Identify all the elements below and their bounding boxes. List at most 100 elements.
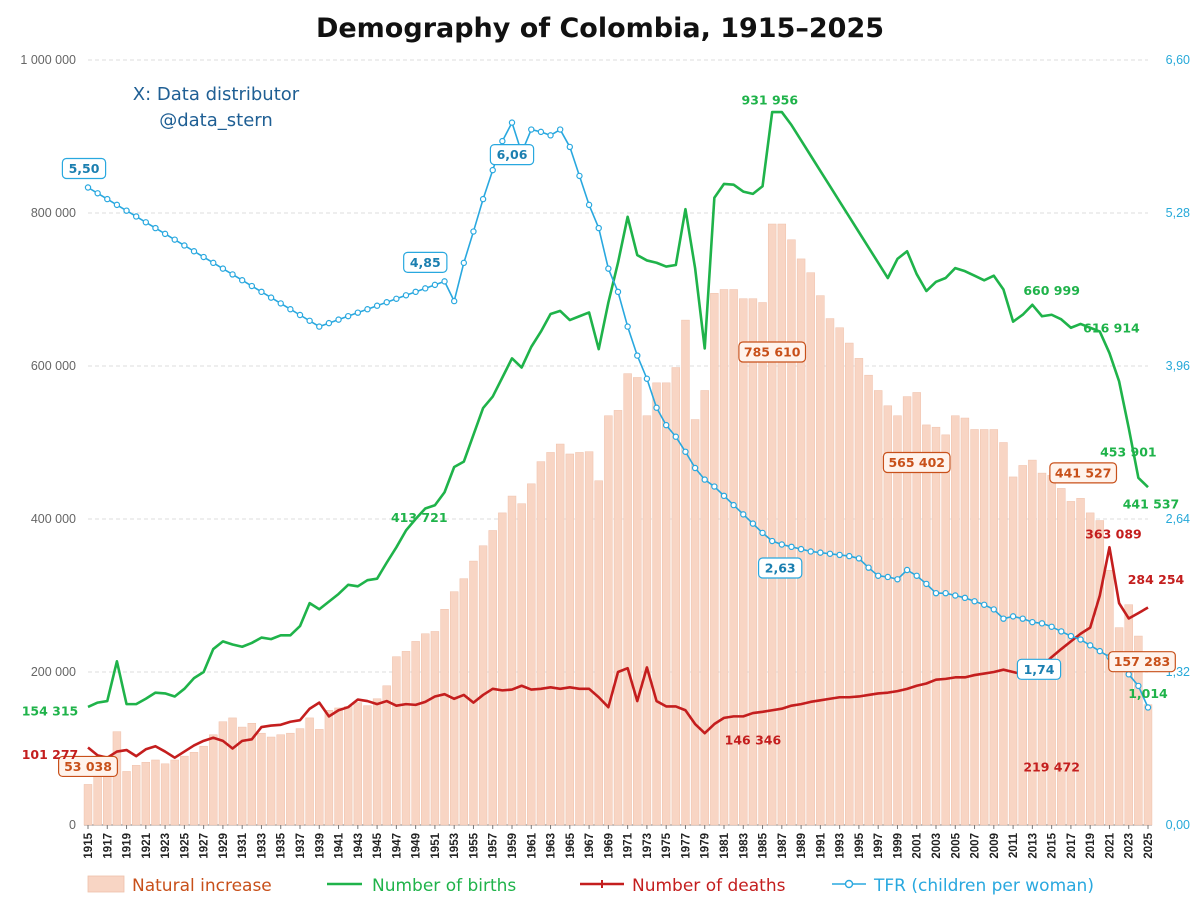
tfr-point — [740, 511, 747, 518]
data-label: 284 254 — [1128, 572, 1185, 587]
tfr-point — [1096, 647, 1104, 655]
tfr-point — [691, 464, 699, 472]
data-label-box — [757, 557, 803, 579]
x-tick-label: 1979 — [700, 833, 712, 859]
left-tick-label: 400 000 — [31, 512, 76, 526]
tfr-point — [306, 317, 313, 324]
tfr-point — [499, 137, 506, 145]
legend-swatch-natural-increase — [87, 875, 125, 893]
data-label-box — [57, 755, 118, 778]
x-tick-label: 1955 — [468, 832, 480, 858]
x-tick-label: 1949 — [411, 833, 423, 859]
x-tick-label: 1923 — [160, 833, 172, 859]
tfr-point — [913, 572, 920, 579]
tfr-point — [634, 352, 641, 359]
data-label: 931 956 — [742, 93, 799, 108]
natural-increase-bar — [825, 318, 835, 826]
data-label: 101 277 — [22, 747, 79, 762]
x-tick-label: 1953 — [449, 833, 461, 859]
natural-increase-bar — [507, 495, 517, 826]
tfr-point — [826, 550, 834, 557]
tfr-point — [104, 195, 111, 203]
tfr-point — [248, 282, 256, 290]
data-label-box — [61, 157, 107, 180]
x-tick-label: 1989 — [796, 833, 808, 859]
data-label: 660 999 — [1023, 283, 1080, 298]
x-tick-label: 1997 — [873, 833, 885, 859]
natural-increase-bar — [1076, 498, 1085, 826]
tfr-point — [836, 551, 843, 559]
tfr-point — [595, 224, 602, 232]
tfr-point — [1038, 620, 1046, 627]
tfr-point — [1125, 671, 1132, 678]
natural-increase-bar — [883, 405, 893, 826]
tfr-point — [961, 594, 969, 602]
x-tick-label: 1969 — [603, 833, 615, 859]
x-tick-label: 1937 — [295, 833, 307, 859]
natural-increase-bar — [160, 763, 170, 826]
left-tick-label: 1 000 000 — [20, 53, 76, 67]
natural-increase-bar — [1134, 635, 1143, 826]
x-tick-label: 1965 — [565, 832, 577, 858]
right-tick-label: 3,96 — [1166, 359, 1190, 373]
natural-increase-bar — [767, 223, 777, 826]
tfr-point — [903, 566, 911, 574]
x-tick-label: 1975 — [661, 832, 673, 858]
natural-increase-bar — [401, 651, 411, 826]
x-tick-label: 2015 — [1047, 832, 1059, 858]
right-y-axis: 0,001,322,643,965,286,60 — [1166, 53, 1190, 832]
x-tick-label: 1977 — [680, 833, 692, 859]
natural-increase-bar — [247, 723, 257, 826]
tfr-point — [190, 248, 198, 255]
data-label: 785 610 — [744, 345, 801, 360]
natural-increase-bar — [546, 452, 555, 826]
x-tick-label: 1951 — [430, 832, 442, 858]
natural-increase-bar — [1008, 476, 1018, 826]
tfr-point — [971, 598, 978, 605]
natural-increase-bar — [873, 390, 883, 826]
x-tick-label: 2013 — [1027, 833, 1039, 859]
tfr-point — [258, 288, 265, 296]
tfr-point — [547, 132, 554, 139]
tfr-point — [479, 195, 487, 203]
natural-increase-bar — [372, 698, 382, 826]
births-line — [87, 110, 1149, 709]
left-y-axis: 0 200 000 400 000 600 000 800 000 1 000 000 — [20, 53, 76, 832]
tfr-point — [94, 190, 101, 197]
natural-increase-bar — [421, 633, 430, 826]
tfr-point — [171, 236, 178, 243]
x-tick-label: 1993 — [835, 833, 847, 859]
natural-increase-bar — [449, 591, 459, 826]
natural-increase-bar — [382, 685, 391, 826]
natural-increase-bar — [353, 702, 363, 826]
natural-increase-bar — [189, 752, 199, 826]
x-tick-label: 2007 — [970, 833, 982, 859]
x-tick-label: 1931 — [237, 832, 249, 858]
natural-increase-bar — [1066, 501, 1076, 826]
x-tick-label: 1995 — [854, 832, 866, 858]
tfr-point — [152, 224, 159, 232]
x-tick-label: 1921 — [141, 832, 153, 858]
natural-increase-bar — [469, 560, 478, 826]
tfr-point — [942, 589, 949, 597]
tfr-point — [267, 294, 275, 301]
x-tick-label: 2009 — [989, 833, 1001, 859]
natural-increase-bar — [276, 734, 285, 826]
credit-line-1: X: Data distributor — [133, 84, 300, 105]
tfr-point — [788, 543, 795, 551]
natural-increase-bar — [594, 480, 603, 826]
data-label-box — [1108, 651, 1176, 673]
tfr-point — [643, 375, 651, 382]
tfr-point — [980, 601, 988, 608]
natural-increase-bar — [180, 755, 189, 826]
tfr-point — [161, 230, 169, 238]
natural-increase-bar — [131, 765, 141, 826]
x-tick-label: 1947 — [391, 833, 403, 859]
chart-title: Demography of Colombia, 1915–2025 — [316, 13, 884, 44]
series-lines — [84, 110, 1152, 759]
tfr-point — [797, 545, 805, 553]
tfr-point — [460, 259, 468, 267]
tfr-point — [817, 549, 824, 556]
natural-increase-bar — [893, 415, 902, 826]
